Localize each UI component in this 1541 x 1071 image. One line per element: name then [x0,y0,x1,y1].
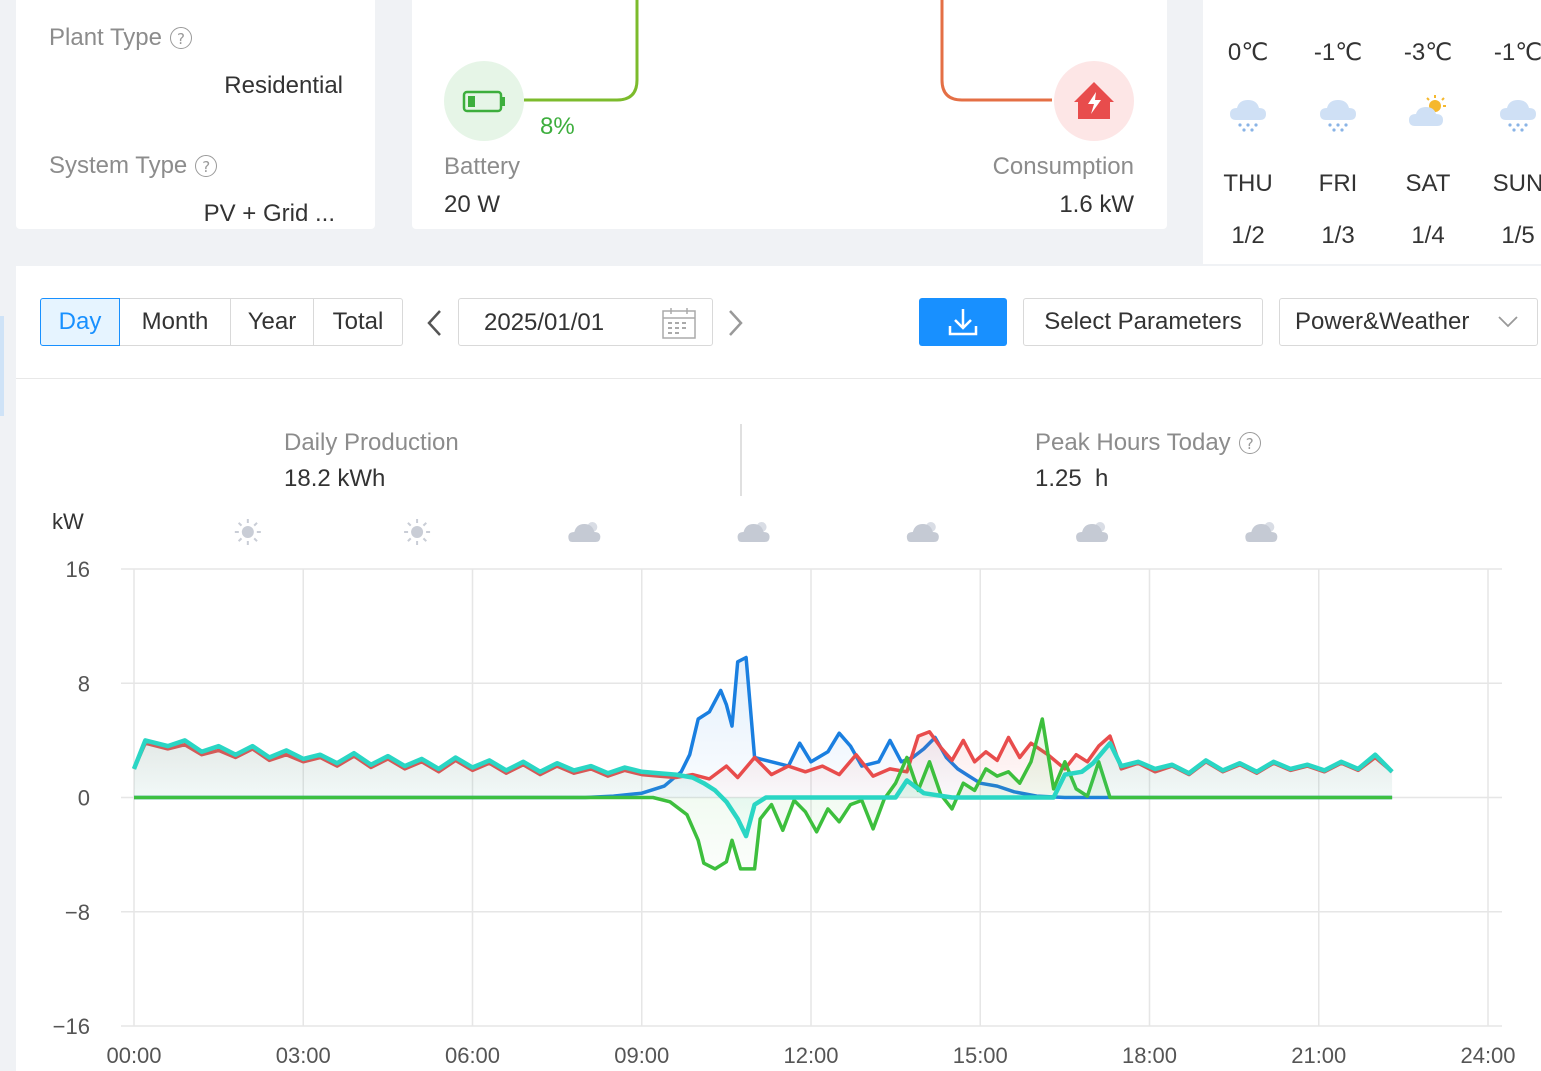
y-tick-label: 8 [78,671,90,696]
sun-icon [404,519,431,545]
battery-label: Battery [444,153,521,180]
snow-cloud-icon [1320,100,1356,132]
y-tick-label: −8 [65,900,90,925]
x-tick-label: 24:00 [1460,1043,1515,1068]
consumption-value: 1.6 kW [1059,191,1134,218]
energy-flow-card: 8% Battery 20 W Consumption 1.6 kW [412,0,1167,229]
battery-icon [462,90,505,113]
battery-circle [444,61,524,141]
energy-flow-diagram [444,0,1134,141]
system-type-label-row: System Type ? [49,152,218,180]
date-picker[interactable]: 2025/01/01 [458,298,713,346]
y-tick-label: 16 [66,557,90,582]
snow-cloud-icon [1500,100,1536,132]
help-icon[interactable]: ? [169,27,192,49]
house-bolt-icon [1074,82,1114,119]
view-select-value: Power&Weather [1295,308,1470,335]
date-value: 2025/01/01 [484,309,605,336]
weather-day-1: -1℃ FRI 1/3 [1293,0,1383,264]
weather-day-2: -3℃ SAT 1/4 [1383,0,1473,264]
weather-temp: -1℃ [1313,39,1363,66]
battery-percent: 8% [540,113,575,140]
series-line-green [134,717,1393,871]
help-icon[interactable]: ? [1238,432,1261,454]
consumption-label: Consumption [992,153,1134,180]
period-tabs: Day Month Year Total [40,298,403,346]
x-tick-label: 03:00 [276,1043,331,1068]
calendar-icon [662,308,696,339]
partly-cloudy-icon [906,522,939,542]
stats-divider [740,424,742,496]
x-tick-label: 09:00 [614,1043,669,1068]
tab-year[interactable]: Year [231,298,314,346]
x-tick-label: 15:00 [953,1043,1008,1068]
weather-date: 1/5 [1501,222,1535,249]
toolbar-divider [16,378,1541,379]
system-type-value: PV + Grid ... [203,200,335,227]
y-tick-label: −16 [53,1014,90,1039]
download-button[interactable] [919,298,1007,346]
view-select[interactable]: Power&Weather [1279,298,1538,346]
power-line-chart: 16 8 0 −8 −16 00:00 03:00 06:00 09:00 12:00 15:00 1… [52,509,1516,1068]
weather-date: 1/3 [1321,222,1355,249]
snow-cloud-icon [1230,100,1266,132]
plant-type-label-row: Plant Type ? [49,24,192,52]
plant-info-card: Plant Type ? Residential System Type ? P… [16,0,375,229]
tab-total[interactable]: Total [314,298,403,346]
select-parameters-button[interactable]: Select Parameters [1023,298,1263,346]
series-line-teal [131,738,1394,839]
x-tick-label: 12:00 [783,1043,838,1068]
weather-forecast-card: 0℃ THU 1/2 -1℃ FRI 1/3 -3℃ SAT 1/4 -1℃ SUN 1/5 [1203,0,1541,264]
x-tick-label: 18:00 [1122,1043,1177,1068]
daily-production-label: Daily Production [284,429,459,456]
tab-day[interactable]: Day [40,298,120,346]
weather-temp: 0℃ [1227,39,1269,66]
plant-type-value: Residential [224,72,343,99]
partly-cloudy-icon [737,522,770,542]
partly-cloudy-icon [1076,522,1109,542]
weather-date: 1/4 [1411,222,1445,249]
weather-temp: -3℃ [1403,39,1453,66]
battery-value: 20 W [444,191,501,218]
help-icon[interactable]: ? [195,155,218,177]
peak-hours-label-row: Peak Hours Today ? [1035,429,1261,457]
weather-day-name: THU [1223,170,1273,197]
weather-date: 1/2 [1231,222,1265,249]
weather-day-0: 0℃ THU 1/2 [1203,0,1293,264]
partly-cloudy-icon [568,522,601,542]
chevron-down-icon [1498,316,1518,328]
peak-hours-label: Peak Hours Today [1035,429,1231,456]
consumption-flow-line [940,0,1052,102]
x-tick-label: 00:00 [106,1043,161,1068]
partly-sunny-icon [1409,95,1446,126]
weather-temp: -1℃ [1493,39,1541,66]
y-axis-label: kW [52,509,84,534]
side-accent-bar [0,316,4,416]
tab-month[interactable]: Month [120,298,231,346]
system-type-label: System Type [49,152,188,179]
x-tick-label: 06:00 [445,1043,500,1068]
sun-icon [234,519,261,545]
battery-flow-line [524,0,639,102]
daily-production-value: 18.2 kWh [284,465,386,492]
y-tick-label: 0 [78,786,90,811]
power-chart-card: Day Month Year Total 2025/01/01 Select P… [16,266,1541,1071]
partly-cloudy-icon [1245,522,1278,542]
plant-type-label: Plant Type [49,24,162,51]
peak-hours-value: 1.25 h [1035,465,1109,492]
x-tick-label: 21:00 [1291,1043,1346,1068]
weather-day-name: SAT [1405,170,1451,197]
weather-day-name: SUN [1492,170,1541,197]
weather-day-name: FRI [1318,170,1358,197]
chevron-right-icon[interactable] [726,308,746,338]
download-icon [948,309,978,336]
chevron-left-icon[interactable] [424,308,444,338]
weather-day-3: -1℃ SUN 1/5 [1473,0,1541,264]
